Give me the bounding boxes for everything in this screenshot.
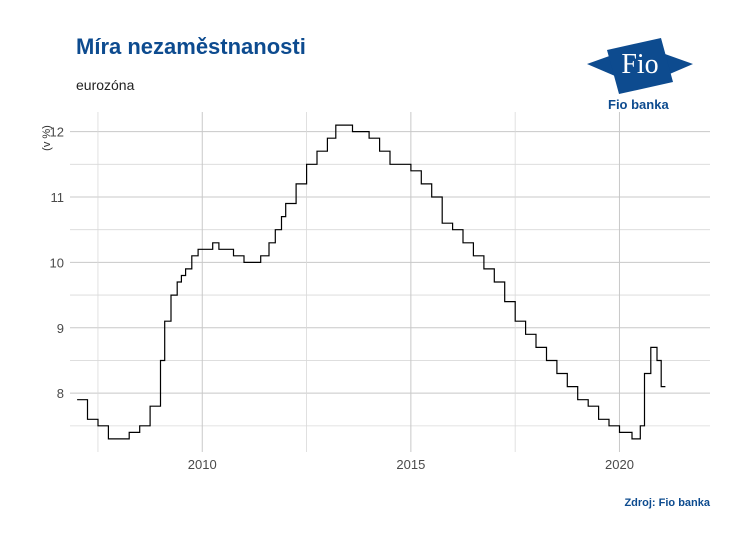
y-tick-label: 12 (50, 125, 64, 140)
y-axis-label: (v %) (41, 125, 53, 151)
source-note: Zdroj: Fio banka (624, 497, 710, 509)
logo-name: Fio banka (608, 97, 669, 112)
chart-title: Míra nezaměstnanosti (76, 34, 306, 59)
y-tick-label: 9 (57, 321, 64, 336)
x-tick-label: 2010 (188, 457, 217, 472)
y-tick-label: 8 (57, 386, 64, 401)
y-axis-ticks: 8 9 10 11 12 (50, 125, 64, 402)
x-tick-label: 2020 (605, 457, 634, 472)
y-tick-label: 11 (51, 190, 65, 205)
y-tick-label: 10 (50, 255, 64, 270)
fio-logo-icon: Fio (587, 38, 693, 94)
unemployment-series-line (77, 124, 666, 440)
logo-mark: Fio (621, 49, 658, 80)
x-tick-label: 2015 (396, 457, 425, 472)
chart-subtitle: eurozóna (76, 77, 135, 93)
x-axis-ticks: 2010 2015 2020 (188, 457, 634, 472)
